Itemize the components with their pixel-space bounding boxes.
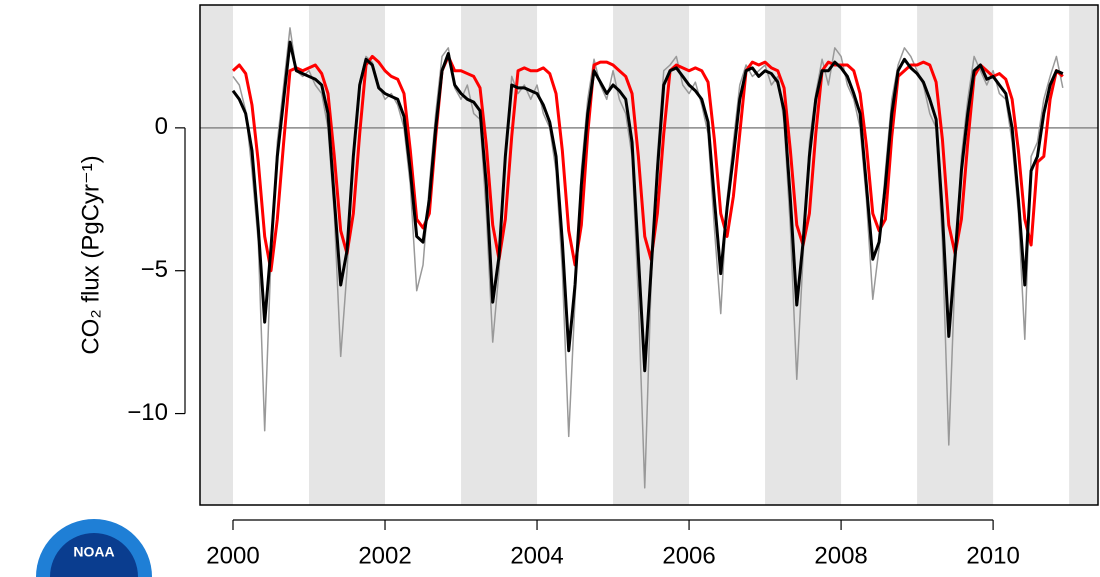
- y-axis-label: CO₂ flux (PgCyr⁻¹): [77, 155, 104, 354]
- y-tick-label: −5: [141, 256, 168, 283]
- y-tick-label: 0: [155, 113, 168, 140]
- lines-layer: [200, 27, 1098, 489]
- y-tick-label: −10: [127, 399, 168, 426]
- x-tick-label: 2010: [966, 542, 1019, 569]
- series-line: [232, 27, 1064, 489]
- year-shade: [200, 5, 233, 505]
- logo: NOAA: [36, 519, 152, 577]
- x-tick-label: 2000: [206, 542, 259, 569]
- series-line: [231, 54, 1064, 273]
- x-tick-label: 2002: [358, 542, 411, 569]
- x-tick-label: 2006: [662, 542, 715, 569]
- logo-inner: [50, 533, 138, 577]
- x-tick-label: 2008: [814, 542, 867, 569]
- plot-frame: [199, 4, 1099, 506]
- x-tick-label: 2004: [510, 542, 563, 569]
- series-line: [231, 40, 1064, 373]
- year-shade: [1069, 5, 1098, 505]
- logo-text: NOAA: [73, 544, 114, 560]
